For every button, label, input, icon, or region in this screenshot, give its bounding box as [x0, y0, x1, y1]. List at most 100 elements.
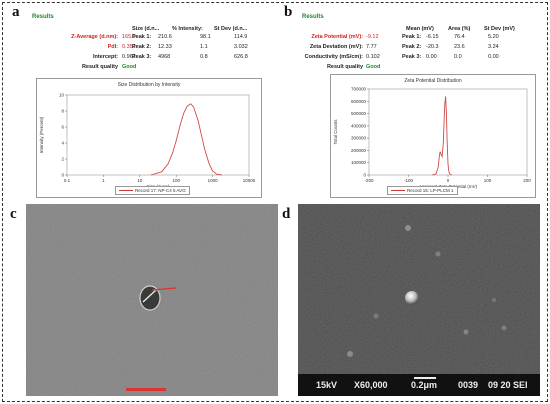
intercept-label: Intercept: [92, 54, 118, 60]
peak-3-stdev: 626.8 [234, 54, 248, 60]
peak-2-stdev: 3.24 [488, 44, 499, 50]
sem-micrograph-d [298, 204, 540, 396]
particle [463, 329, 469, 335]
x-tick-label: 100 [484, 178, 492, 183]
peak-3-label: Peak 3: [132, 54, 152, 60]
size-distribution-chart: 0.11101001000100000246810Size (d.nm)Inte… [39, 93, 256, 190]
results-label: Results [302, 14, 324, 20]
sem-image-d: 15kV X60,000 0.2μm 0039 09 20 SEI [298, 204, 540, 396]
pdi-value: 0.351 [122, 44, 136, 50]
y-tick-label: 700000 [351, 87, 367, 92]
zeta-potential-plot: Zeta Potential Distribution -200 -100 0 100… [330, 74, 536, 198]
size-distribution-plot: Size Distribution by Intensity 0.1 1 10 100… [36, 78, 262, 198]
peak-2-area: 23.6 [454, 44, 465, 50]
date-label: 09 20 SEI [488, 380, 528, 390]
y-axis-label: Intensity (Percent) [39, 116, 44, 153]
panel-letter-a: a [12, 4, 20, 20]
particle [435, 251, 441, 257]
panel-b-report: Results Mean (mV) Area (%) St Dev (mV) Z… [298, 10, 543, 200]
scale-label: 0.2μm [411, 380, 438, 390]
y-tick-label: 0 [363, 173, 366, 178]
peak-1-stdev: 114.9 [234, 34, 248, 40]
zeta-potential-label: Zeta Potential (mV): [311, 34, 363, 40]
legend-label: Record 15: LP-PLCM 1 [407, 188, 454, 193]
header-mean: Mean (mV) [406, 26, 434, 32]
voltage-label: 15kV [316, 380, 338, 390]
peak-1-size: 210.6 [158, 34, 172, 40]
y-tick-label: 100000 [351, 160, 367, 165]
plot-title: Zeta Potential Distribution [404, 78, 462, 84]
particle [373, 313, 379, 319]
y-tick-label: 500000 [351, 111, 367, 116]
image-number: 0039 [458, 380, 479, 390]
peak-3-stdev: 0.00 [488, 54, 499, 60]
y-tick-label: 400000 [351, 123, 367, 128]
x-tick-label: -200 [364, 178, 374, 183]
x-tick-label: 200 [523, 178, 531, 183]
panel-letter-c: c [10, 206, 17, 222]
panel-a-report: Results Size (d.n... % Intensity: St Dev… [28, 10, 268, 200]
header-stdev: St Dev (d.n... [214, 26, 248, 32]
particle [501, 325, 507, 331]
plot-title: Size Distribution by Intensity [117, 82, 181, 88]
series-line [432, 96, 453, 176]
x-tick-label: 100 [172, 178, 180, 183]
zeta-potential-chart: -200 -100 0 100 200 0 100000 200000 300000 400000… [333, 87, 531, 190]
peak-3-size: 4968 [158, 54, 171, 60]
particle [492, 298, 496, 302]
zeta-deviation-label: Zeta Deviation (mV): [309, 44, 363, 50]
particle [405, 291, 419, 305]
scale-bar [414, 377, 436, 379]
zeta-potential-value: -9.12 [366, 34, 379, 40]
y-tick-label: 4 [61, 141, 64, 146]
y-tick-label: 10 [59, 93, 65, 98]
legend: Record 15: LP-PLCM 1 [387, 186, 458, 195]
panel-letter-d: d [282, 206, 291, 222]
x-tick-label: 0 [447, 178, 450, 183]
series-line [150, 103, 222, 176]
magnification-label: X60,000 [354, 380, 388, 390]
peak-1-label: Peak 1: [402, 34, 422, 40]
zeta-deviation-value: 7.77 [366, 44, 377, 50]
particle [140, 286, 160, 310]
z-average-label: Z-Average (d.nm): [71, 34, 118, 40]
y-tick-label: 300000 [351, 136, 367, 141]
x-tick-label: 0.1 [64, 178, 71, 183]
y-tick-label: 2 [61, 157, 64, 162]
peak-2-intensity: 1.1 [200, 44, 208, 50]
y-tick-label: 600000 [351, 99, 367, 104]
peak-1-area: 76.4 [454, 34, 465, 40]
peak-3-area: 0.0 [454, 54, 462, 60]
z-average-value: 165.9 [122, 34, 136, 40]
header-area: Area (%) [448, 26, 471, 32]
header-intensity: % Intensity: [172, 26, 203, 32]
sem-image-c [26, 204, 278, 396]
peak-3-intensity: 0.8 [200, 54, 208, 60]
header-stdev: St Dev (mV) [484, 26, 515, 32]
y-tick-label: 0 [61, 173, 64, 178]
y-tick-label: 200000 [351, 148, 367, 153]
peak-1-intensity: 98.1 [200, 34, 211, 40]
result-quality-label: Result quality [326, 64, 363, 70]
result-quality-label: Result quality [81, 64, 118, 70]
x-tick-label: -100 [404, 178, 414, 183]
x-tick-label: 10000 [243, 178, 256, 183]
x-tick-label: 1000 [208, 178, 219, 183]
sem-micrograph-c [26, 204, 278, 396]
x-tick-label: 10 [137, 178, 143, 183]
pdi-label: PdI: [107, 44, 118, 50]
peak-2-stdev: 3.032 [234, 44, 248, 50]
result-quality-value: Good [122, 64, 137, 70]
y-tick-label: 6 [61, 125, 64, 130]
result-quality-value: Good [366, 64, 381, 70]
header-size: Size (d.n... [132, 26, 160, 32]
plot-area [66, 94, 250, 176]
peak-3-mean: 0.00 [426, 54, 437, 60]
y-tick-label: 8 [61, 109, 64, 114]
conductivity-label: Conductivity (mS/cm): [304, 54, 363, 60]
scale-bar [126, 388, 166, 391]
particle [405, 225, 411, 231]
particle [347, 351, 353, 357]
peak-1-stdev: 5.20 [488, 34, 499, 40]
peak-1-mean: -6.15 [426, 34, 439, 40]
